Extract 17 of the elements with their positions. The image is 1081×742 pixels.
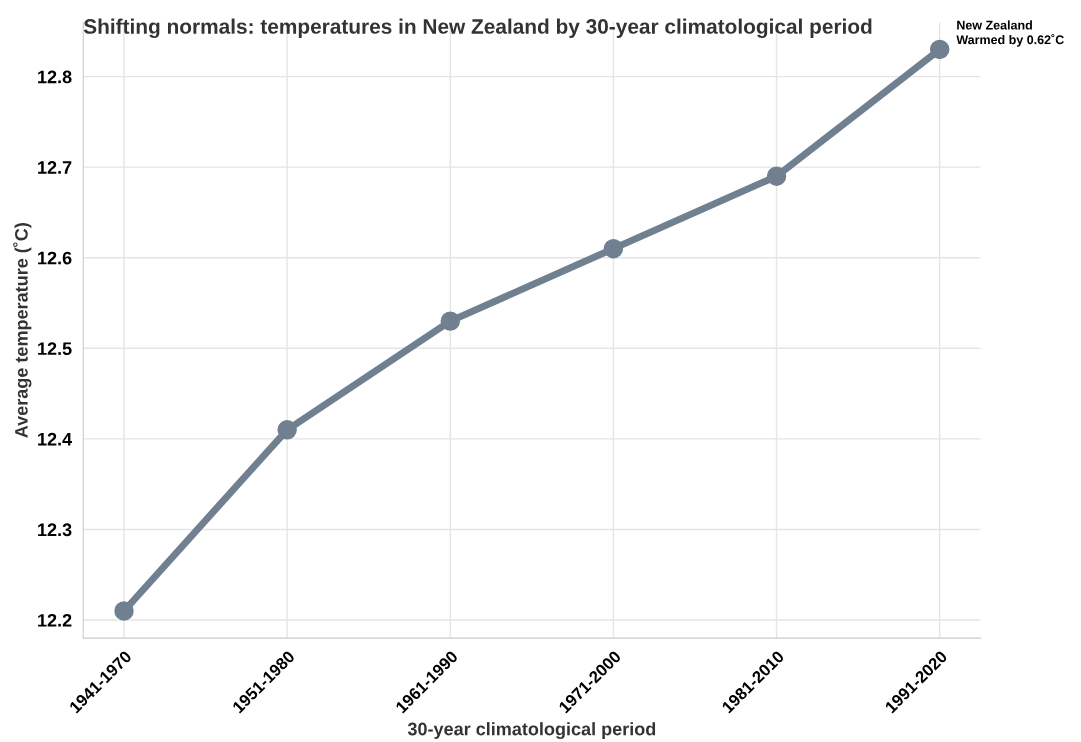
x-axis-title: 30-year climatological period [407,722,656,740]
point [114,601,134,621]
y-tick-label: 12.8 [38,70,72,84]
point [440,311,461,331]
chart-title: Shifting normals: temperatures in New Zealand by 30-year climatological period [83,18,872,39]
annotation: New Zealand Warmed by 0.62˚C [956,20,1064,47]
y-axis-title: Average temperature (˚C) [13,223,32,438]
y-tick-label: 12.4 [38,432,73,446]
point [929,39,950,60]
point [603,238,624,259]
y-tick-label: 12.7 [38,161,72,174]
y-tick-label: 12.5 [38,342,72,356]
y-tick-label: 12.6 [38,251,72,265]
y-tick-label: 12.3 [38,523,72,537]
point [766,166,787,186]
point [277,420,297,440]
y-tick-label: 12.2 [38,613,72,627]
